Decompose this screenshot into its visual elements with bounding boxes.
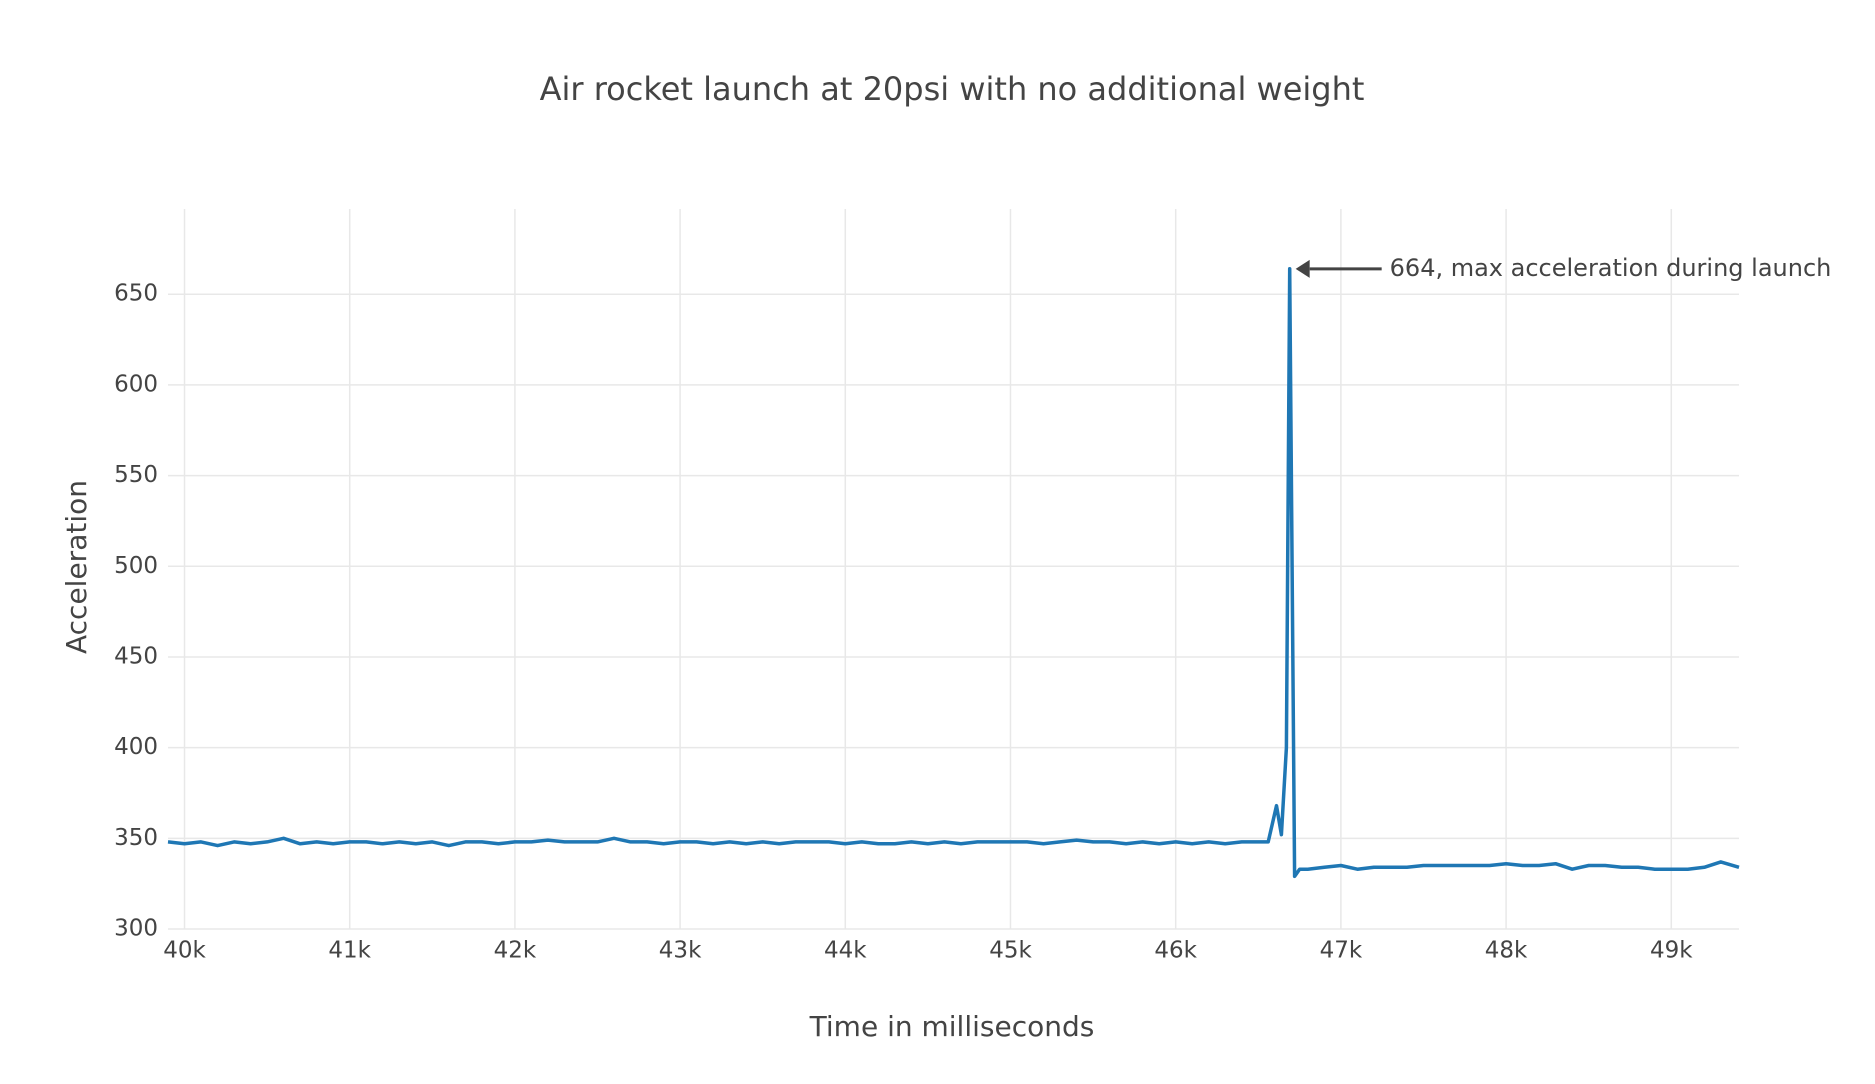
x-tick-label: 42k (494, 938, 537, 964)
x-tick-label: 48k (1485, 938, 1528, 964)
x-tick-label: 46k (1154, 938, 1197, 964)
y-tick-label: 500 (114, 553, 158, 579)
x-tick-label: 44k (824, 938, 867, 964)
y-tick-label: 650 (114, 281, 158, 307)
x-axis-title: Time in milliseconds (809, 1010, 1095, 1043)
data-line (167, 267, 1740, 879)
x-tick-label: 41k (328, 938, 371, 964)
x-tick-label: 47k (1320, 938, 1363, 964)
annotation-arrowhead (1295, 259, 1310, 278)
y-axis-title: Acceleration (60, 480, 93, 654)
y-tick-label: 300 (114, 916, 158, 942)
y-tick-label: 400 (114, 734, 158, 760)
y-tick-label: 600 (114, 371, 158, 397)
x-tick-label: 43k (659, 938, 702, 964)
x-tick-label: 40k (163, 938, 206, 964)
y-tick-label: 450 (114, 643, 158, 669)
y-tick-label: 550 (114, 462, 158, 488)
chart-title: Air rocket launch at 20psi with no addit… (540, 70, 1365, 108)
x-tick-label: 49k (1650, 938, 1693, 964)
x-tick-label: 45k (989, 938, 1032, 964)
y-tick-label: 350 (114, 825, 158, 851)
annotation: 664, max acceleration during launch (1390, 254, 1832, 282)
